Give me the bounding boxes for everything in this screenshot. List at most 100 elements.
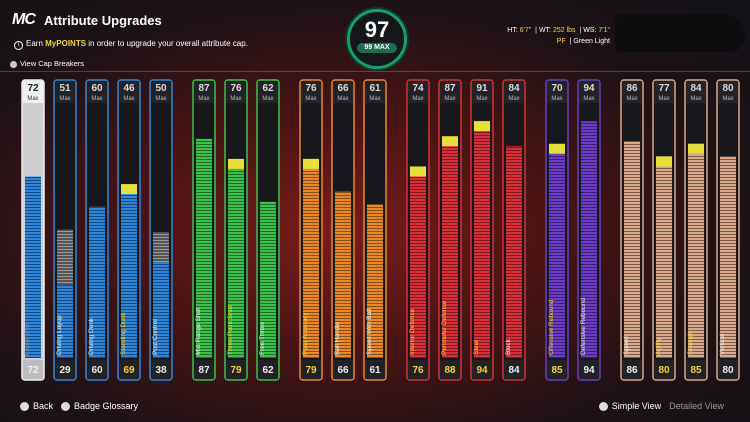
badge-glossary-button[interactable]: Badge Glossary (74, 401, 139, 411)
weight-label: WT: (538, 27, 552, 34)
max-value: 80 (722, 83, 734, 94)
max-value: 61 (369, 83, 381, 94)
detailed-view-button[interactable]: Detailed View (669, 401, 724, 411)
attribute-name: Driving Layup (56, 315, 63, 355)
max-value: 60 (91, 83, 103, 94)
max-box (654, 81, 674, 103)
attribute-name: Block (505, 338, 512, 355)
max-box (408, 81, 428, 103)
current-value: 88 (444, 365, 456, 376)
max-box (151, 81, 171, 103)
max-label: Max (583, 96, 594, 102)
attribute-name: Interior Defense (409, 308, 416, 355)
attribute-name: Mid-Range Shot (195, 308, 202, 355)
max-value: 76 (305, 83, 317, 94)
upgrade-tip (410, 166, 426, 177)
attribute-name: Steal (473, 340, 480, 355)
value-box (194, 360, 214, 379)
attribute-name: Three-Point Shot (227, 306, 234, 355)
bar-stripes (581, 121, 597, 359)
current-value: 85 (690, 365, 702, 376)
bar-stripes (89, 206, 105, 358)
current-value: 38 (155, 365, 167, 376)
upgrade-tip (442, 136, 458, 147)
current-value: 94 (583, 365, 595, 376)
shooting: Green Light (573, 38, 610, 45)
height: 6'7" (519, 27, 532, 34)
attribute-name: Post Control (152, 319, 159, 355)
max-value: 84 (690, 83, 702, 94)
max-value: 86 (626, 83, 638, 94)
max-value: 94 (583, 83, 595, 94)
bar-stripes (57, 284, 73, 358)
max-value: 77 (658, 83, 670, 94)
current-value: 72 (27, 365, 39, 376)
wingspan: 7'1" (598, 27, 610, 34)
max-label: Max (123, 96, 134, 102)
height-label: HT: (507, 27, 518, 34)
current-value: 79 (230, 365, 242, 376)
max-value: 46 (123, 83, 135, 94)
upgrade-tip (656, 156, 672, 167)
attribute-name: Agility (655, 337, 662, 355)
max-label: Max (444, 96, 455, 102)
bar-stripes (549, 143, 565, 358)
value-box (504, 360, 524, 379)
current-value: 61 (369, 365, 381, 376)
bar-stripes (25, 176, 41, 358)
max-label: Max (658, 96, 669, 102)
page-title: Attribute Upgrades (44, 13, 162, 28)
max-label: Max (27, 96, 38, 102)
attribute-name: Speed With Ball (366, 308, 373, 355)
current-value: 85 (551, 365, 563, 376)
bar-stripes (688, 143, 704, 358)
max-box (226, 81, 246, 103)
max-box (194, 81, 214, 103)
divider (0, 71, 750, 72)
redacted (615, 14, 745, 52)
current-value: 86 (626, 365, 638, 376)
info-line: i Earn MyPOINTS in order to upgrade your … (14, 39, 248, 50)
bar-stripes (121, 184, 137, 358)
cap-breakers-button[interactable]: View Cap Breakers (10, 59, 84, 68)
max-box (87, 81, 107, 103)
max-label: Max (91, 96, 102, 102)
attribute-name: Offensive Rebound (548, 299, 555, 355)
current-value: 80 (722, 365, 734, 376)
info-prefix: Earn (26, 39, 43, 48)
current-value: 60 (91, 365, 103, 376)
back-button[interactable]: Back (33, 401, 54, 411)
max-label: Max (262, 96, 273, 102)
value-box (333, 360, 353, 379)
bar-stripes (196, 138, 212, 358)
bar-stripes (656, 156, 672, 358)
max-box (472, 81, 492, 103)
max-label: Max (508, 96, 519, 102)
attribute-name: Standing Dunk (120, 312, 127, 355)
upgrade-tip (688, 143, 704, 154)
attribute-name: Free Throw (259, 322, 266, 355)
max-box (301, 81, 321, 103)
value-box (23, 360, 43, 379)
max-value: 72 (27, 83, 39, 94)
max-value: 91 (476, 83, 488, 94)
bar-stripes (410, 166, 426, 358)
bar-stripes (335, 191, 351, 358)
simple-view-button[interactable]: Simple View (611, 401, 662, 411)
attribute-name: Vertical (719, 333, 726, 355)
max-label: Max (230, 96, 241, 102)
max-value: 87 (444, 83, 456, 94)
attribute-name: Perimeter Defense (441, 300, 448, 355)
max-value: 70 (551, 83, 563, 94)
max-box (718, 81, 738, 103)
value-box (472, 360, 492, 379)
bar-stripes (260, 201, 276, 358)
value-box (654, 360, 674, 379)
overall-badge: 97 99 MAX (347, 9, 407, 69)
value-box (622, 360, 642, 379)
footer-right: Simple View Detailed View (591, 401, 724, 412)
max-box (258, 81, 278, 103)
current-value: 84 (508, 365, 520, 376)
